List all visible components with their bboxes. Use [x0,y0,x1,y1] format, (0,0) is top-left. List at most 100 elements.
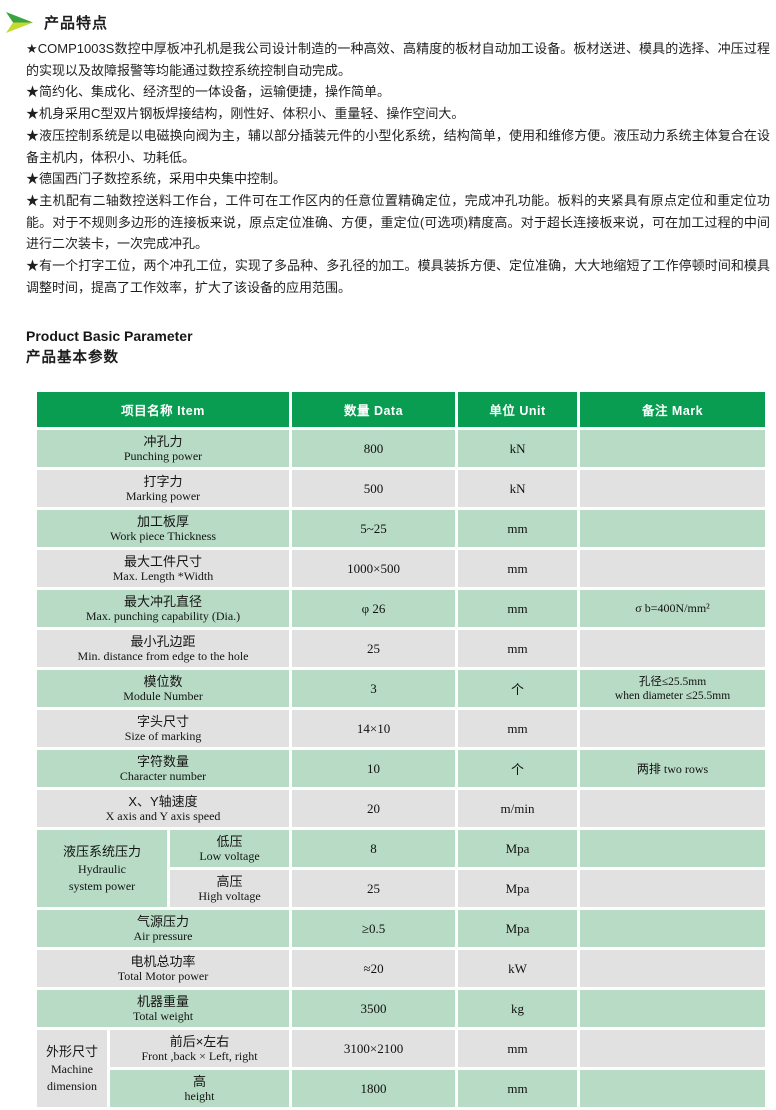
data-cell: 20 [292,790,456,828]
data-cell: ≈20 [292,950,456,988]
header-unit: 单位 Unit [458,392,578,428]
feature-list: ★COMP1003S数控中厚板冲孔机是我公司设计制造的一种高效、高精度的板材自动… [26,38,770,298]
table-row: 机器重量 Total weight 3500 kg [37,990,766,1028]
table-row: 冲孔力 Punching power 800 kN [37,430,766,468]
data-cell: φ 26 [292,590,456,628]
feature-bullet: ★德国西门子数控系统，采用中央集中控制。 [26,171,287,187]
data-cell: 10 [292,750,456,788]
parameters-table: 项目名称 Item 数量 Data 单位 Unit 备注 Mark 冲孔力 Pu… [34,389,768,1110]
mark-cell [580,550,766,588]
group-cell-dimension: 外形尺寸 Machine dimension [37,1030,107,1108]
table-row: 液压系统压力 Hydraulic system power 低压 Low vol… [37,830,766,908]
item-cell: 冲孔力 Punching power [37,430,290,468]
item-en: X axis and Y axis speed [105,808,221,823]
features-title: 产品特点 [44,15,109,32]
feature-bullet: ★COMP1003S数控中厚板冲孔机是我公司设计制造的一种高效、高精度的板材自动… [26,41,770,78]
item-cell: 字符数量 Character number [37,750,290,788]
group-zh: 外形尺寸 [45,1044,98,1060]
data-cell: ≥0.5 [292,910,456,948]
item-cell: 打字力 Marking power [37,470,290,508]
group-zh: 液压系统压力 [62,844,141,860]
data-cell: 3500 [292,990,456,1028]
table-row: 高压 High voltage 25 Mpa [37,870,766,908]
unit-cell: kN [458,430,578,468]
feature-bullet: ★机身采用C型双片钢板焊接结构，刚性好、体积小、重量轻、操作空间大。 [26,106,465,122]
item-en: Total weight [132,1008,194,1023]
item-zh: 高压 [216,874,243,890]
mark-cell [580,830,766,868]
mark-cell [580,870,766,908]
unit-cell: mm [458,710,578,748]
features-header: 产品特点 [5,11,776,34]
item-cell: 加工板厚 Work piece Thickness [37,510,290,548]
mark-cell: 孔径≤25.5mm when diameter ≤25.5mm [580,670,766,708]
mark-cell [580,510,766,548]
data-cell: 25 [292,870,456,908]
item-cell: 低压 Low voltage [170,830,290,868]
item-en: High voltage [198,888,261,903]
group-en-1: Machine [51,1061,93,1076]
mark-cell [580,1070,766,1108]
unit-cell: mm [458,1070,578,1108]
feature-bullet: ★简约化、集成化、经济型的一体设备，运输便捷，操作简单。 [26,84,391,100]
arrow-bullet-icon [5,11,35,34]
unit-cell: Mpa [458,910,578,948]
mark-cell [580,710,766,748]
mark-cell [580,910,766,948]
item-zh: 电机总功率 [130,954,196,970]
data-cell: 25 [292,630,456,668]
group-en-1: Hydraulic [78,861,126,876]
feature-bullet: ★液压控制系统是以电磁换向阀为主，辅以部分插装元件的小型化系统，结构简单，使用和… [26,127,770,165]
item-cell: 最大冲孔直径 Max. punching capability (Dia.) [37,590,290,628]
unit-cell: mm [458,510,578,548]
mark-cell: 两排 two rows [580,750,766,788]
data-cell: 1800 [292,1070,456,1108]
mark-cell [580,950,766,988]
table-row: 外形尺寸 Machine dimension 前后×左右 Front ,back… [37,1030,766,1108]
mark-cell [580,470,766,508]
item-en: Punching power [123,448,203,463]
mark-cell [580,430,766,468]
item-en: height [184,1088,215,1103]
table-row: 打字力 Marking power 500 kN [37,470,766,508]
table-row: 字符数量 Character number 10 个 两排 two rows [37,750,766,788]
item-zh: 气源压力 [137,914,190,930]
item-zh: 最小孔边距 [130,634,196,650]
item-cell: X、Y轴速度 X axis and Y axis speed [37,790,290,828]
table-row: 最大工件尺寸 Max. Length *Width 1000×500 mm [37,550,766,588]
item-cell: 前后×左右 Front ,back × Left, right [110,1030,290,1068]
parameters-title-en: Product Basic Parameter [26,328,193,345]
header-data: 数量 Data [292,392,456,428]
item-zh: 冲孔力 [143,434,183,450]
item-zh: 最大冲孔直径 [124,594,203,610]
item-cell: 最小孔边距 Min. distance from edge to the hol… [37,630,290,668]
table-row: 最小孔边距 Min. distance from edge to the hol… [37,630,766,668]
parameters-title-zh: 产品基本参数 [26,350,119,367]
table-header-row: 项目名称 Item 数量 Data 单位 Unit 备注 Mark [37,392,766,428]
item-en: Marking power [125,488,201,503]
mark-cell [580,990,766,1028]
item-en: Total Motor power [117,968,209,983]
table-row: 最大冲孔直径 Max. punching capability (Dia.) φ… [37,590,766,628]
item-zh: 最大工件尺寸 [124,554,203,570]
unit-cell: 个 [458,670,578,708]
item-en: Front ,back × Left, right [141,1048,258,1063]
item-zh: 打字力 [143,474,183,490]
table-row: 加工板厚 Work piece Thickness 5~25 mm [37,510,766,548]
data-cell: 5~25 [292,510,456,548]
table-row: 字头尺寸 Size of marking 14×10 mm [37,710,766,748]
data-cell: 3100×2100 [292,1030,456,1068]
data-cell: 1000×500 [292,550,456,588]
header-item: 项目名称 Item [37,392,290,428]
mark-line-2: when diameter ≤25.5mm [614,689,731,702]
header-mark: 备注 Mark [580,392,766,428]
group-cell-hydraulic: 液压系统压力 Hydraulic system power [37,830,167,908]
item-cell: 机器重量 Total weight [37,990,290,1028]
item-zh: 字符数量 [137,754,190,770]
feature-bullet: ★有一个打字工位，两个冲孔工位，实现了多品种、多孔径的加工。模具装拆方便、定位准… [26,258,770,295]
unit-cell: 个 [458,750,578,788]
parameters-heading: Product Basic Parameter 产品基本参数 [26,328,776,367]
item-zh: 前后×左右 [169,1034,230,1050]
table-row: 电机总功率 Total Motor power ≈20 kW [37,950,766,988]
